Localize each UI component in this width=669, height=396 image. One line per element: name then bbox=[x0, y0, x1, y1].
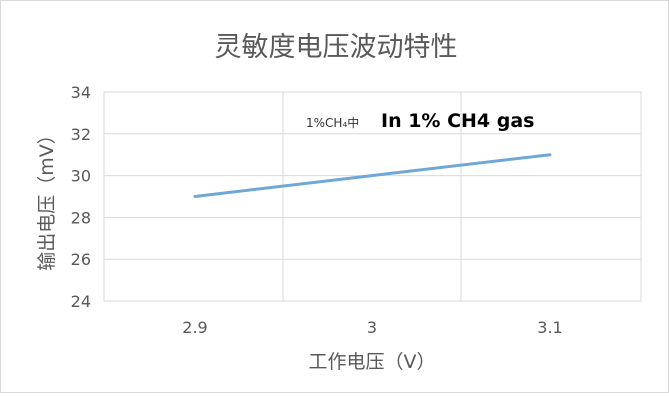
chart-title: 灵敏度电压波动特性 bbox=[215, 32, 458, 63]
annotation-small: 1%CH₄中 bbox=[306, 115, 359, 130]
horizontal-gridlines bbox=[104, 91, 641, 302]
y-axis-label: 输出电压（mV） bbox=[36, 125, 58, 271]
x-axis-tick-labels: 2.9 3 3.1 bbox=[182, 318, 562, 337]
y-tick-label: 30 bbox=[71, 167, 91, 186]
plot-frame bbox=[103, 91, 642, 302]
x-axis-label: 工作电压（V） bbox=[309, 351, 436, 373]
y-tick-label: 28 bbox=[71, 208, 91, 227]
x-tick-label: 3 bbox=[367, 318, 377, 337]
y-tick-label: 34 bbox=[71, 83, 91, 102]
y-axis-tick-labels: 24 26 28 30 32 34 bbox=[71, 83, 91, 311]
x-tick-label: 3.1 bbox=[537, 318, 562, 337]
x-tick-label: 2.9 bbox=[182, 318, 207, 337]
series-layer bbox=[193, 153, 552, 198]
y-tick-label: 32 bbox=[71, 125, 91, 144]
vertical-gridlines bbox=[282, 92, 462, 301]
series-line bbox=[193, 153, 552, 198]
plot-area bbox=[103, 91, 642, 302]
y-tick-label: 26 bbox=[71, 250, 91, 269]
y-tick-label: 24 bbox=[71, 292, 91, 311]
annotation-bold: In 1% CH4 gas bbox=[381, 110, 535, 132]
